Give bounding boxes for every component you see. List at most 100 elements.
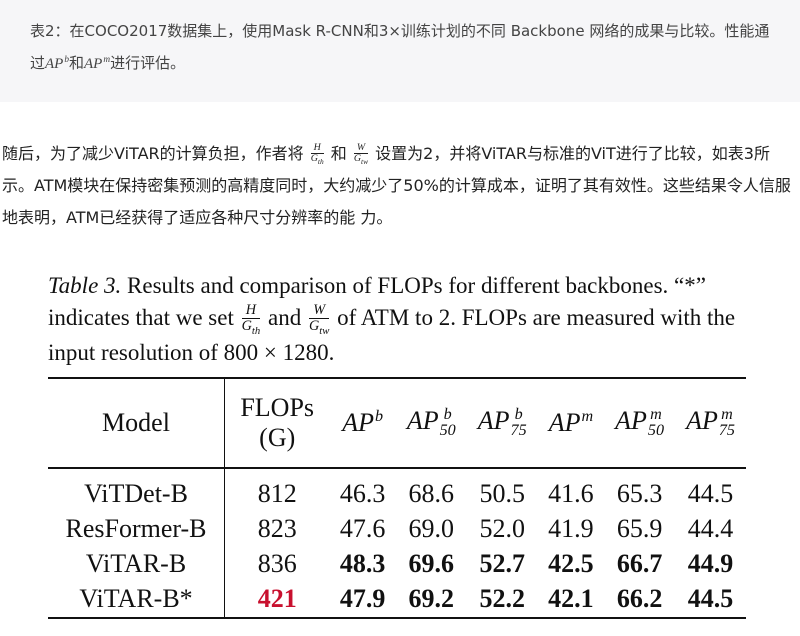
table-row: ResFormer-B 823 47.6 69.0 52.0 41.9 65.9 44.4 [48,511,746,547]
text-run: 设置为2，并将ViTAR与标准的ViT进行了比较，如表3所示。ATM模块在保持密… [2,144,791,227]
table-cell: 44.4 [687,514,734,544]
text-run: Results and comparison of FLOPs for diff… [48,273,706,330]
table-cell: 823 [257,514,297,544]
table-cell: 421 [257,584,297,614]
math: AP b 75 [477,406,527,439]
text-run: 表2：在COCO2017数据集上，使用Mask R-CNN和3×训练计划的不同 … [30,22,770,72]
table-cell: ViTDet-B [48,467,225,512]
caption-box: 表2：在COCO2017数据集上，使用Mask R-CNN和3×训练计划的不同 … [0,0,800,102]
den-base: G [308,317,320,334]
table-cell: 42.5 [548,549,594,579]
den-sub: tw [361,157,369,167]
text-run: and [262,305,307,330]
math: AP m 75 [686,406,735,439]
subscript: 75 [510,422,527,440]
numerator: W [353,142,369,155]
fraction: H Gth [241,302,261,337]
table-cell: 52.2 [479,584,525,614]
text-run: of ATM to 2. FLOPs are measured with the… [48,305,736,365]
table-cell: 48.3 [339,549,386,579]
math: AP m [84,55,110,72]
table-cell: 66.7 [616,549,663,579]
line: (G) [259,422,296,452]
text-run: 和 [69,54,85,72]
subscript: 75 [718,422,735,440]
math: AP b [45,55,69,72]
fraction: W Gtw [353,142,369,167]
den-base: G [353,153,362,165]
math-base: AP [406,406,439,436]
math: AP b 50 [406,406,456,439]
scripts: m 50 [647,406,664,440]
table-row: ViTAR-B* 421 47.9 69.2 52.2 42.1 66.2 44.5 [48,581,746,618]
superscript: b [374,408,384,426]
header-row: Model FLOPs (G) AP b AP b 50 AP b 75 AP m AP m 50 AP m 75 [48,377,746,469]
table-cell: 68.6 [408,479,455,509]
den-sub: tw [319,324,330,337]
den-base: G [241,317,252,334]
table-cell: 66.2 [616,584,663,614]
header-cell: Model [48,377,225,469]
table-cell: 65.9 [616,514,663,544]
header-cell: AP m [537,377,605,469]
scripts: m [103,55,110,65]
table-cell: 42.1 [548,584,594,614]
paragraph: 随后，为了减少ViTAR的计算负担，作者将 H Gth 和 W Gtw 设置为2，并… [2,138,800,234]
lines: FLOPs (G) [227,393,327,453]
subscript: 50 [439,422,456,440]
caption-text: 表2：在COCO2017数据集上，使用Mask R-CNN和3×训练计划的不同 … [30,15,775,80]
superscript: m [650,406,662,424]
table-cell: 44.5 [687,584,734,614]
scripts: m [581,408,594,426]
table-cell: 46.3 [339,479,386,509]
table-cell: 47.9 [339,584,386,614]
table-cell: 41.9 [548,514,594,544]
math-base: AP [84,56,103,72]
den-sub: th [251,324,261,337]
den-base: G [310,153,318,165]
table-cell: ResFormer-B [48,511,225,547]
text-run: 和 [325,144,352,163]
header-cell: AP b 75 [466,377,538,469]
math: AP m [549,408,593,437]
fraction: W Gtw [308,302,330,337]
superscript: m [581,408,594,426]
scripts: b 75 [510,406,527,440]
math-base: AP [615,406,647,436]
header-cell: FLOPs (G) [224,377,330,469]
line: FLOPs [240,392,315,422]
table-cell: 50.5 [479,479,525,509]
table-cell: 69.6 [408,549,455,579]
denominator: Gth [241,317,261,337]
den-sub: th [317,157,324,167]
table-cell: 44.9 [687,549,734,579]
table-cell: 69.2 [408,584,455,614]
scripts: b 50 [439,406,456,440]
table-cell: 65.3 [616,479,663,509]
table-cell: 812 [257,479,297,509]
math: AP b [342,408,383,437]
superscript: m [721,406,733,424]
superscript: b [514,406,523,424]
table-row: ViTDet-B 812 46.3 68.6 50.5 41.6 65.3 44.5 [48,467,746,512]
table-cell: 41.6 [548,479,594,509]
text-run: 进行评估。 [110,54,186,72]
superscript: b [443,406,452,424]
header-cell: AP m 75 [675,377,746,469]
table-cell: 52.7 [479,549,525,579]
scripts: b [64,55,69,65]
table-body: ViTDet-B 812 46.3 68.6 50.5 41.6 65.3 44.5 ResFo… [48,467,746,618]
table-row: ViTAR-B 836 48.3 69.6 52.7 42.5 66.7 44.9 [48,546,746,582]
math-base: AP [477,406,510,436]
subscript: 50 [647,422,664,440]
table-cell: 47.6 [339,514,386,544]
numerator: H [241,302,261,319]
results-table: Model FLOPs (G) AP b AP b 50 AP b 75 AP m AP m 50 AP m 75 V… [48,376,746,619]
text-run: 随后，为了减少ViTAR的计算负担，作者将 [2,144,309,163]
table-cell: 44.5 [687,479,734,509]
table-figure: Table 3. Results and comparison of FLOPs… [48,270,758,619]
text-run: Model [102,407,170,437]
fraction: H Gth [310,142,324,167]
header-cell: AP b 50 [395,377,467,469]
